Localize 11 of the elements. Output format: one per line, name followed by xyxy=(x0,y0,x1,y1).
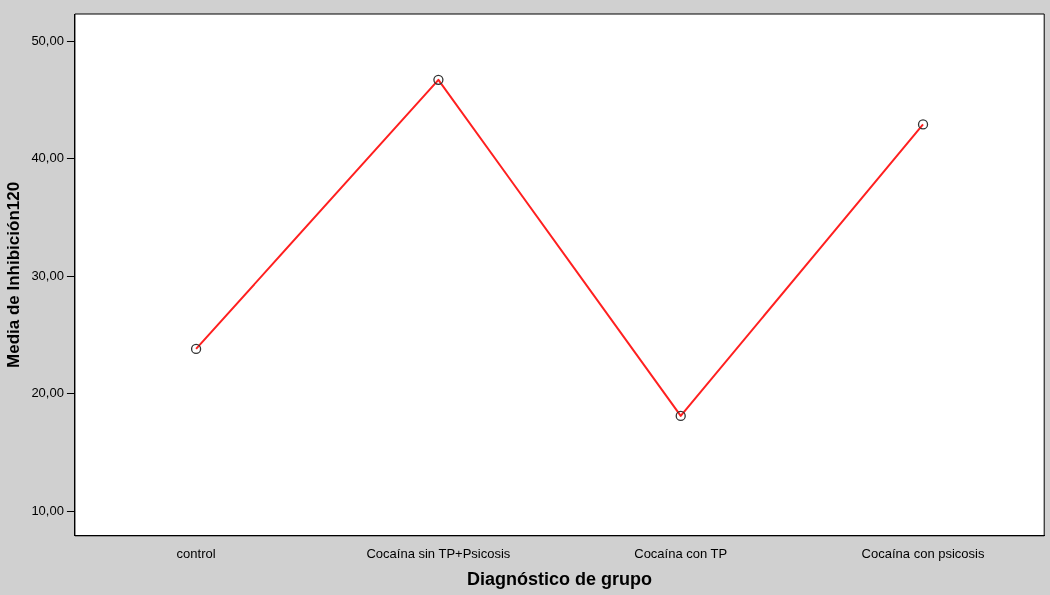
x-tick-label: Cocaína sin TP+Psicosis xyxy=(366,546,511,562)
y-axis-title: Media de Inhibición120 xyxy=(3,181,23,368)
y-tick-label: 20,00 xyxy=(31,385,64,401)
x-tick-label: Cocaína con TP xyxy=(634,546,728,562)
x-axis-title: Diagnóstico de grupo xyxy=(467,569,653,590)
y-tick-label: 50,00 xyxy=(31,32,64,48)
y-tick-label: 30,00 xyxy=(31,267,64,283)
y-tick-label: 40,00 xyxy=(31,150,64,166)
x-tick-label: Cocaína con psicosis xyxy=(861,546,985,562)
x-tick-label: control xyxy=(176,546,216,562)
y-tick-label: 10,00 xyxy=(31,502,64,518)
